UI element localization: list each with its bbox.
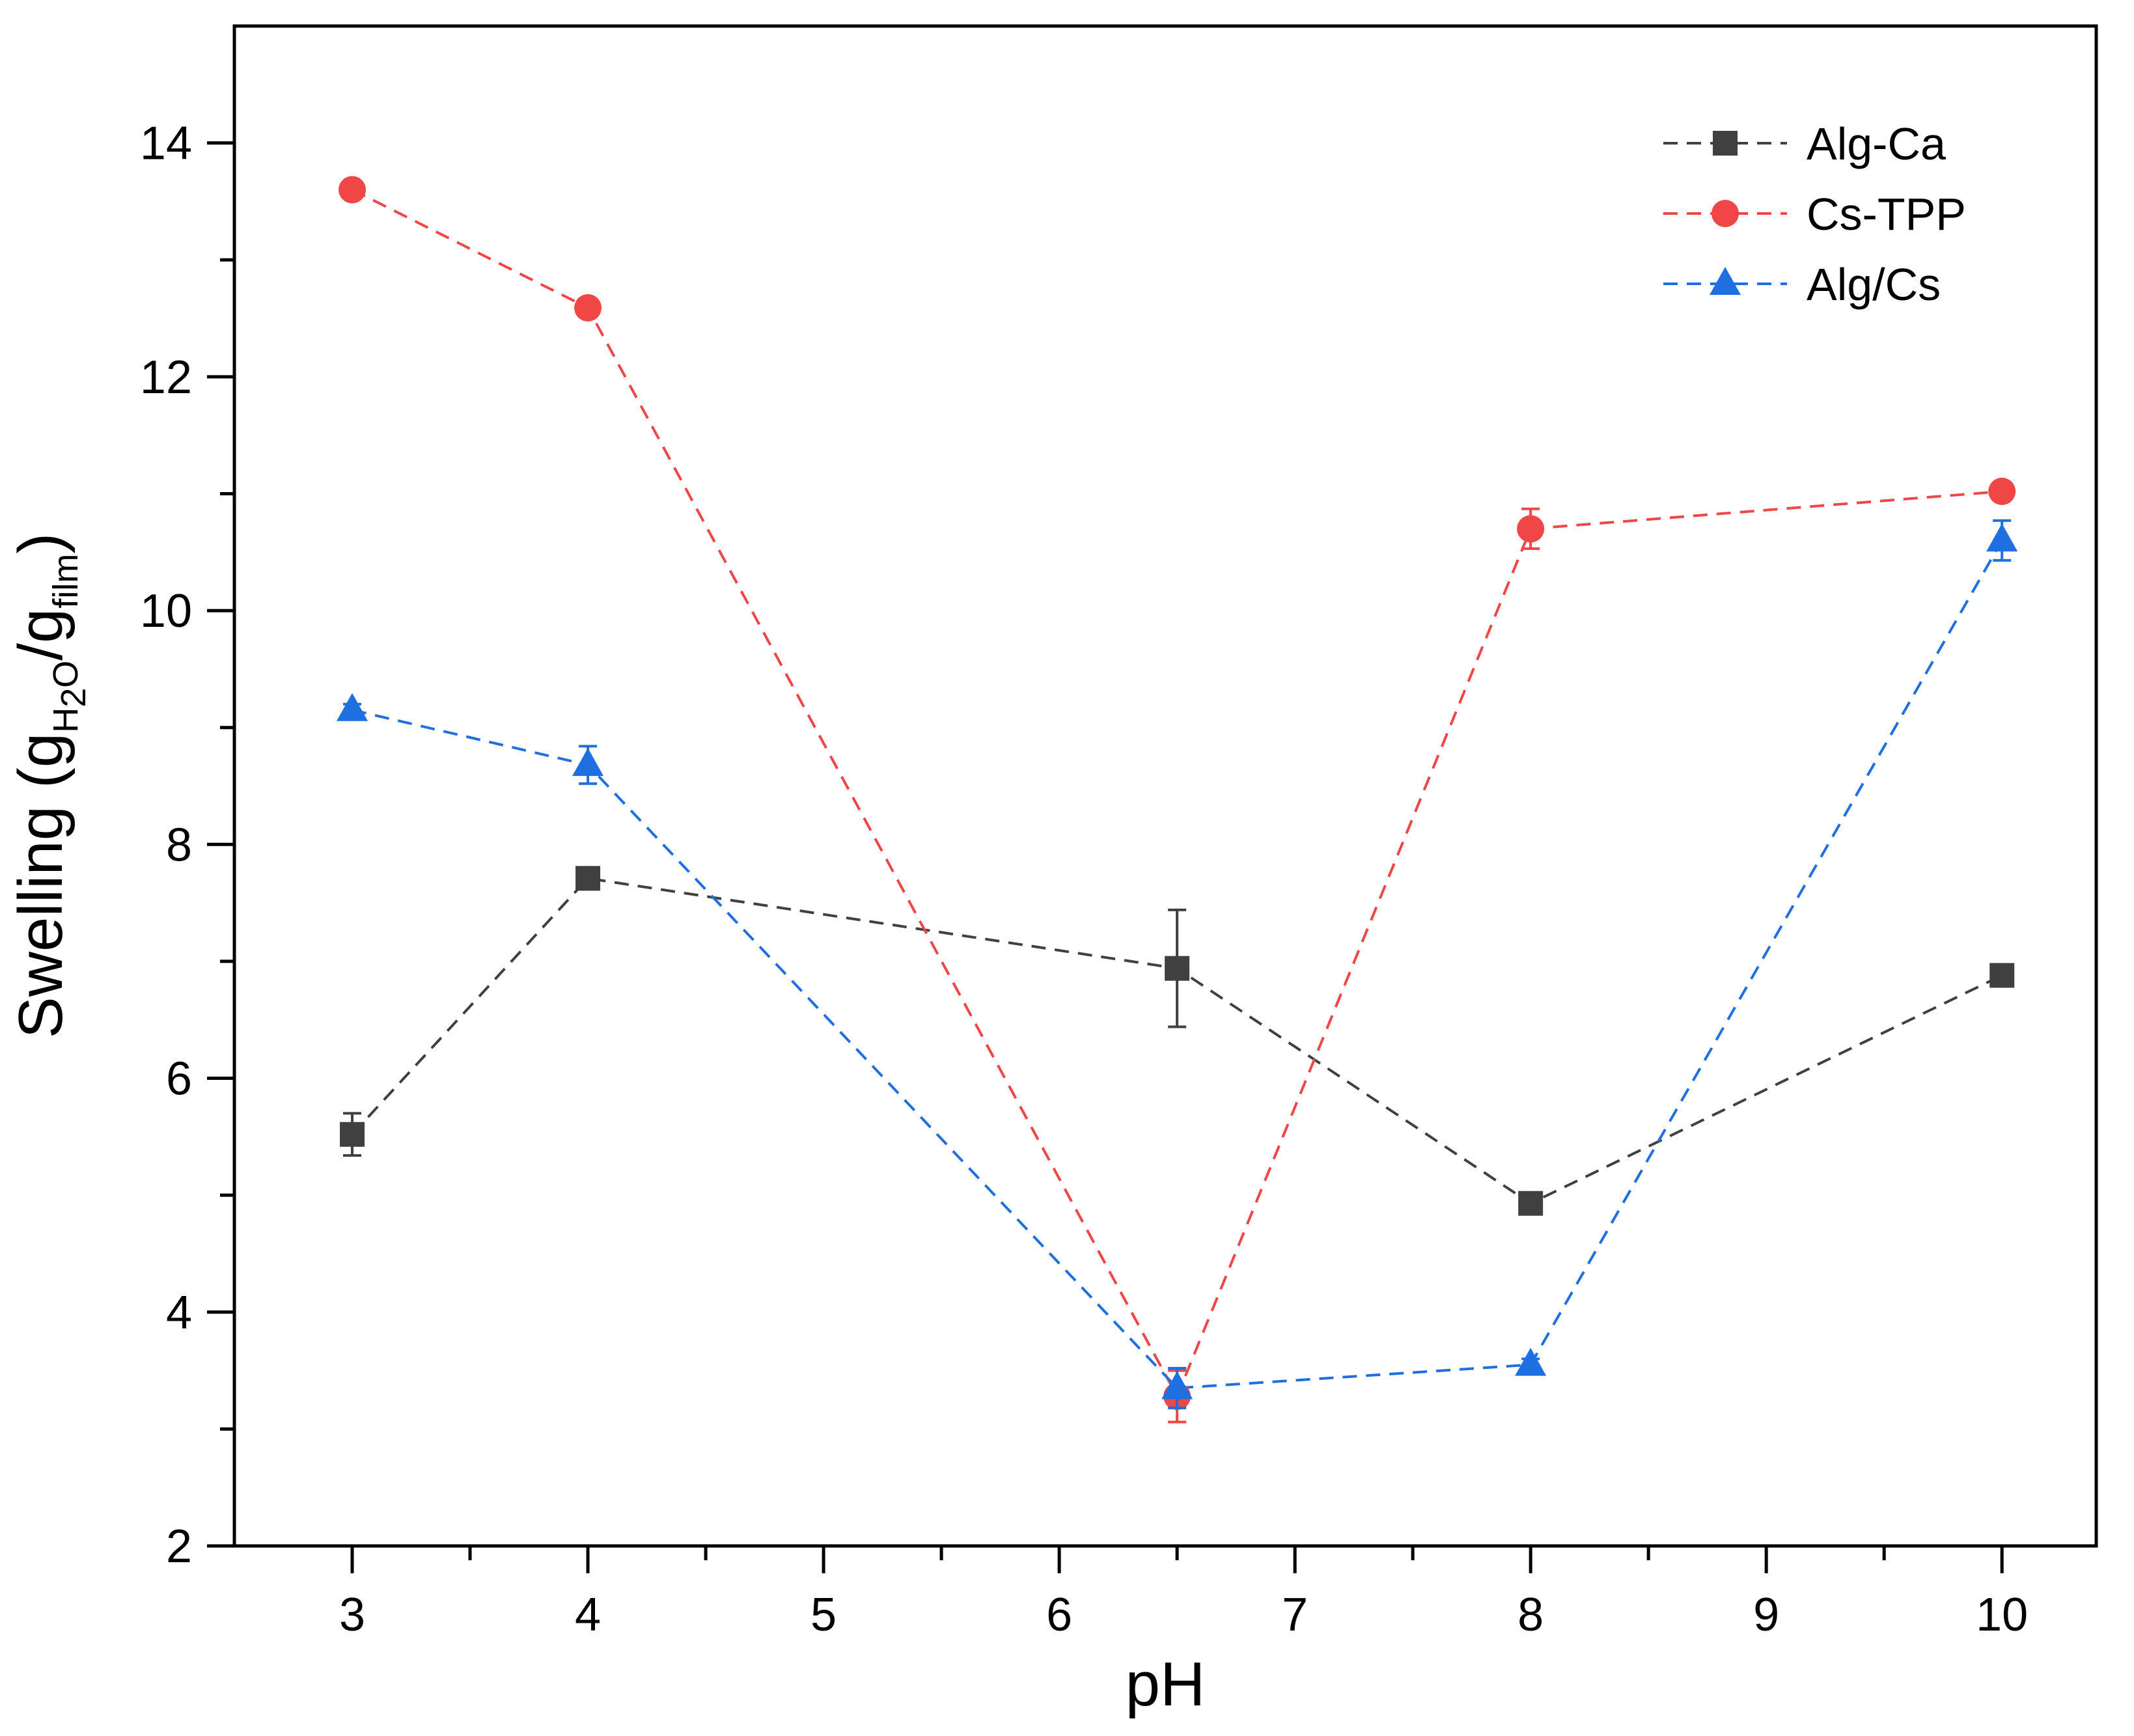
y-tick-label-6: 6 <box>166 1053 192 1105</box>
legend-label-cs-tpp: Cs-TPP <box>1807 189 1966 240</box>
y-tick-label-8: 8 <box>166 819 192 871</box>
data-point-alg-cs-0 <box>337 693 368 721</box>
legend-marker-cs-tpp <box>1711 200 1739 227</box>
x-tick-label-6: 6 <box>1046 1589 1072 1641</box>
legend-label-alg-ca: Alg-Ca <box>1807 118 1946 169</box>
series-markers-layer <box>337 176 2018 1424</box>
data-point-cs-tpp-3 <box>1517 515 1545 543</box>
y-tick-label-2: 2 <box>166 1521 192 1573</box>
x-axis-title: pH <box>1126 1649 1206 1719</box>
data-point-alg-ca-0 <box>340 1122 365 1147</box>
y-tick-label-14: 14 <box>140 118 192 170</box>
x-tick-label-4: 4 <box>575 1589 601 1641</box>
data-point-alg-cs-4 <box>1986 523 2018 552</box>
x-tick-label-3: 3 <box>339 1589 365 1641</box>
x-tick-label-9: 9 <box>1753 1589 1779 1641</box>
legend-marker-alg-ca <box>1713 131 1738 156</box>
x-tick-label-7: 7 <box>1282 1589 1308 1641</box>
data-point-cs-tpp-4 <box>1988 477 2016 505</box>
data-point-cs-tpp-0 <box>339 176 367 204</box>
legend-label-alg-cs: Alg/Cs <box>1807 259 1941 310</box>
data-point-alg-ca-1 <box>575 866 601 891</box>
y-tick-label-12: 12 <box>140 351 192 404</box>
x-tick-label-10: 10 <box>1976 1589 2028 1641</box>
x-tick-label-8: 8 <box>1517 1589 1544 1641</box>
legend: Alg-Ca Cs-TPP Alg/Cs <box>1663 118 1966 310</box>
y-tick-label-4: 4 <box>166 1287 192 1339</box>
y-tick-label-10: 10 <box>140 585 192 637</box>
data-point-alg-ca-3 <box>1518 1191 1544 1216</box>
data-point-cs-tpp-1 <box>574 294 602 322</box>
series-line-cs-tpp <box>352 188 2002 1399</box>
y-axis-title: Swelling (gH2O/gfilm) <box>6 533 93 1039</box>
plot-frame <box>232 24 2098 1548</box>
legend-marker-alg-cs <box>1710 267 1741 295</box>
data-point-alg-ca-4 <box>1989 963 2015 988</box>
series-lines-layer <box>351 188 2003 1399</box>
x-tick-label-5: 5 <box>811 1589 837 1641</box>
data-point-alg-cs-2 <box>1161 1371 1193 1399</box>
data-point-alg-cs-3 <box>1515 1347 1547 1376</box>
data-point-alg-cs-1 <box>572 748 604 777</box>
series-line-alg-cs <box>352 540 2003 1390</box>
data-point-alg-ca-2 <box>1165 956 1190 981</box>
axes-layer: 3 4 5 6 7 8 9 10 2 4 6 8 10 12 14 <box>140 118 2028 1641</box>
